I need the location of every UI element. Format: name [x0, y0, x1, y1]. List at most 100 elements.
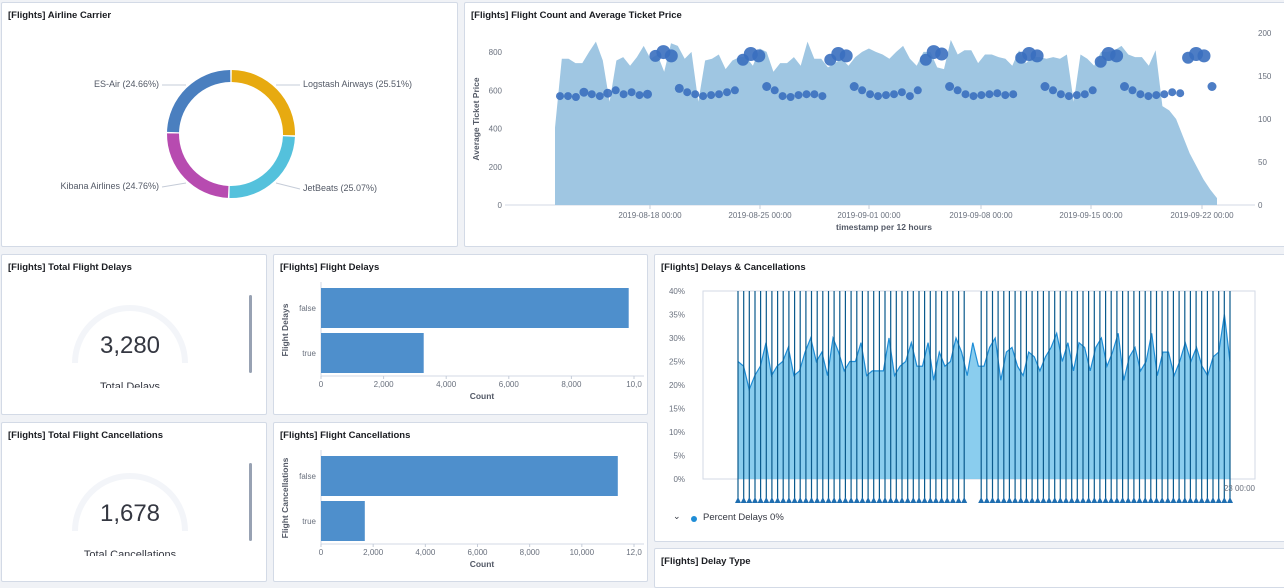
avg-price-point	[762, 82, 772, 91]
category-label: false	[299, 472, 316, 481]
avg-price-point	[1207, 82, 1217, 91]
flight-count-price-chart[interactable]: 0 200 400 600 800 0 50 100 150 200 Average Ticket …	[465, 3, 1284, 247]
annotation-marker	[853, 497, 860, 503]
annotation-marker	[1125, 497, 1132, 503]
annotation-marker	[882, 497, 888, 503]
annotation-marker	[797, 497, 804, 503]
annotation-marker	[916, 497, 922, 503]
legend-label[interactable]: Percent Delays 0%	[703, 512, 784, 523]
slice-label: Kibana Airlines (24.76%)	[60, 181, 159, 191]
annotation-marker	[1000, 497, 1007, 503]
annotation-marker	[1102, 497, 1109, 503]
x-axis-title: Count	[470, 559, 495, 569]
avg-price-point	[913, 86, 922, 95]
avg-price-point	[778, 92, 787, 101]
x-tick-label: 4,000	[415, 548, 436, 557]
total-delays-label: Total Delays	[100, 381, 160, 388]
avg-price-point	[1049, 86, 1057, 95]
annotation-marker	[1187, 497, 1194, 503]
avg-price-point	[699, 92, 708, 101]
annotation-marker	[1029, 497, 1036, 503]
y-axis-title: Flight Delays	[280, 303, 290, 356]
annotation-marker	[819, 497, 826, 503]
annotation-marker	[1215, 497, 1222, 503]
flight-delays-chart[interactable]: false true 0 2,000 4,000 6,000 8,000 10,0 Count F…	[274, 255, 648, 415]
flight-cancellations-chart[interactable]: false true 0 2,000 4,000 6,000 8,000 10,000 12,0…	[274, 423, 648, 582]
scrollbar[interactable]	[249, 295, 252, 373]
x-tick-label: 4,000	[436, 380, 457, 389]
y-tick-label: 600	[489, 86, 503, 95]
annotation-marker	[740, 497, 747, 503]
annotation-marker	[927, 497, 934, 503]
y2-tick-label: 0	[1258, 201, 1263, 210]
x-tick-label: 2019-08-18 00:00	[618, 211, 682, 220]
annotation-marker	[763, 497, 770, 503]
annotation-marker	[989, 497, 996, 503]
avg-price-point	[1001, 91, 1010, 100]
y2-tick-label: 150	[1258, 72, 1272, 81]
slice-label: ES-Air (24.66%)	[94, 79, 159, 89]
avg-price-point	[1110, 49, 1124, 63]
annotation-marker	[865, 497, 872, 503]
avg-price-point	[858, 86, 867, 95]
avg-price-point	[993, 89, 1002, 98]
annotation-marker	[983, 497, 990, 503]
annotation-marker	[887, 497, 894, 503]
avg-price-point	[683, 88, 692, 97]
annotation-marker	[1113, 497, 1120, 503]
annotation-marker	[791, 497, 798, 503]
avg-price-point	[571, 93, 580, 101]
x-tick-label: 2019-09-15 00:00	[1059, 211, 1123, 220]
avg-price-point	[874, 92, 882, 101]
annotation-marker	[752, 497, 758, 503]
y-tick-label: 15%	[669, 405, 685, 414]
annotation-marker	[802, 497, 809, 503]
y-tick-label: 35%	[669, 311, 685, 320]
avg-price-point	[890, 90, 898, 99]
annotation-marker	[876, 497, 883, 503]
annotation-marker	[1006, 497, 1013, 503]
panel-title: [Flights] Delay Type	[661, 556, 751, 567]
pie-slice	[229, 136, 295, 199]
annotation-marker	[1221, 497, 1228, 503]
avg-price-point	[643, 89, 652, 99]
y-tick-label: 30%	[669, 334, 685, 343]
avg-price-point	[579, 87, 589, 97]
avg-price-point	[730, 86, 739, 95]
annotation-marker	[1210, 497, 1216, 503]
slice-leader-line	[161, 182, 187, 188]
legend-toggle[interactable]: ⌄	[673, 511, 681, 521]
avg-price-point	[1120, 82, 1129, 91]
annotation-marker	[735, 497, 741, 503]
panel-title: [Flights] Total Flight Cancellations	[8, 430, 163, 441]
percent-delays-area	[738, 314, 1230, 479]
x-tick-label: 10,0	[626, 380, 642, 389]
x-tick-label: 2019-09-01 00:00	[837, 211, 901, 220]
annotation-marker	[944, 497, 951, 503]
annotation-marker	[1142, 497, 1149, 503]
annotation-marker	[1159, 497, 1166, 503]
gauge-arc	[72, 305, 188, 364]
x-axis-title: Count	[470, 391, 495, 401]
annotation-marker	[938, 497, 945, 503]
y-tick-label: 800	[489, 48, 503, 57]
annotation-marker	[1130, 497, 1137, 503]
scrollbar[interactable]	[249, 463, 252, 541]
x-tick-label: 6,000	[467, 548, 488, 557]
x-tick-label: 2019-09-08 00:00	[949, 211, 1013, 220]
panel-flight-cancellations: [Flights] Flight Cancellations false true…	[273, 422, 648, 582]
annotation-marker	[859, 497, 866, 503]
slice-leader-line	[275, 182, 301, 190]
delays-cancellations-chart[interactable]: 0% 5% 10% 15% 20% 25% 30% 35% 40% 23 00:00	[655, 255, 1284, 542]
x-tick-label: 8,000	[561, 380, 582, 389]
slice-label: JetBeats (25.07%)	[303, 183, 377, 193]
airline-carrier-chart[interactable]: Logstash Airways (25.51%) JetBeats (25.07…	[2, 3, 458, 247]
x-tick-label: 0	[319, 380, 324, 389]
annotation-marker	[1034, 497, 1041, 503]
slice-label: Logstash Airways (25.51%)	[303, 79, 412, 89]
annotation-marker	[1147, 497, 1154, 503]
y-tick-label: 0%	[673, 475, 685, 484]
avg-price-point	[1009, 90, 1018, 99]
avg-price-point	[564, 92, 572, 101]
avg-price-point	[1197, 49, 1211, 63]
